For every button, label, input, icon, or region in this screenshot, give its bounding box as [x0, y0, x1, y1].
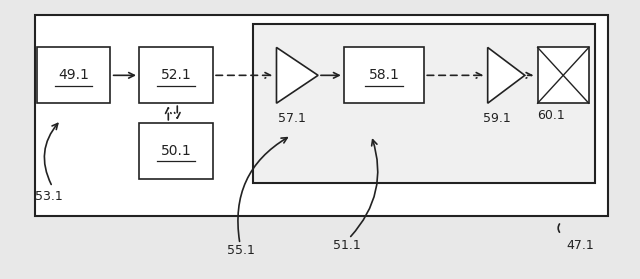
Text: 55.1: 55.1	[227, 244, 255, 257]
Text: 49.1: 49.1	[58, 68, 89, 82]
Text: 47.1: 47.1	[566, 239, 594, 252]
Text: 53.1: 53.1	[35, 190, 63, 203]
Polygon shape	[488, 47, 525, 103]
Bar	[37, 47, 111, 103]
Bar	[253, 24, 595, 183]
Bar	[35, 15, 608, 216]
Text: 50.1: 50.1	[161, 144, 191, 158]
Text: 52.1: 52.1	[161, 68, 191, 82]
Text: 57.1: 57.1	[278, 112, 307, 125]
Text: 58.1: 58.1	[369, 68, 399, 82]
Text: 60.1: 60.1	[538, 109, 565, 122]
Bar	[344, 47, 424, 103]
Bar	[140, 47, 212, 103]
Text: 59.1: 59.1	[483, 112, 511, 125]
Polygon shape	[276, 47, 318, 103]
Bar	[140, 123, 212, 179]
Bar	[538, 47, 589, 103]
Text: 51.1: 51.1	[333, 239, 360, 252]
